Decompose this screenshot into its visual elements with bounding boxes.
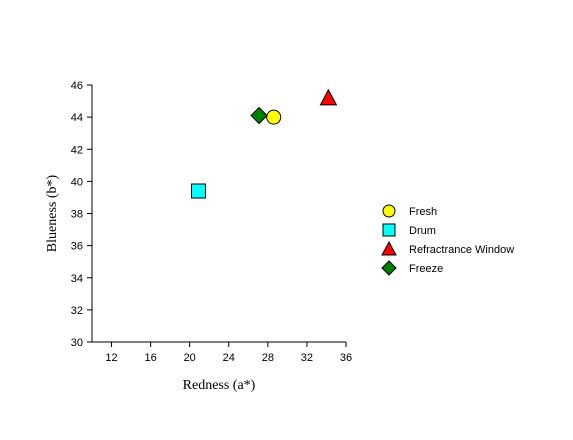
y-axis-ticks: 30 32 34 36 38 40 42 44 46: [71, 80, 92, 349]
legend-label: Freeze: [409, 263, 443, 275]
y-tick-label: 40: [71, 176, 83, 188]
x-tick-label: 20: [184, 352, 196, 364]
y-tick-label: 32: [71, 305, 83, 317]
legend-label: Drum: [409, 225, 436, 237]
x-axis-title: Redness (a*): [183, 378, 256, 393]
y-tick-label: 38: [71, 209, 83, 221]
y-tick-label: 30: [71, 337, 83, 349]
x-tick-label: 12: [105, 352, 117, 364]
legend-circle-icon: [382, 204, 396, 218]
x-tick-label: 32: [301, 352, 313, 364]
y-tick-label: 36: [71, 241, 83, 253]
legend-label: Fresh: [409, 206, 437, 218]
data-point-square: [190, 183, 206, 199]
y-tick-label: 44: [71, 112, 83, 124]
x-tick-label: 24: [223, 352, 235, 364]
data-point-diamond: [250, 106, 268, 125]
legend-label: Refractrance Window: [409, 244, 514, 256]
legend-diamond-icon: [381, 260, 397, 276]
legend-square-icon: [382, 223, 396, 237]
data-points: [190, 88, 338, 199]
data-point-circle: [266, 109, 282, 125]
axes: [91, 85, 346, 343]
legend: Fresh Drum Refractrance Window Freeze: [381, 204, 514, 276]
x-tick-label: 36: [340, 352, 352, 364]
x-axis-ticks: 12 16 20 24 28 32 36: [105, 342, 352, 364]
legend-triangle-icon: [381, 240, 397, 256]
data-point-triangle: [319, 88, 338, 106]
y-tick-label: 42: [71, 144, 83, 156]
x-tick-label: 16: [144, 352, 156, 364]
x-tick-label: 28: [262, 352, 274, 364]
y-tick-label: 34: [71, 273, 83, 285]
y-axis-title: Blueness (b*): [45, 174, 60, 252]
y-tick-label: 46: [71, 80, 83, 92]
